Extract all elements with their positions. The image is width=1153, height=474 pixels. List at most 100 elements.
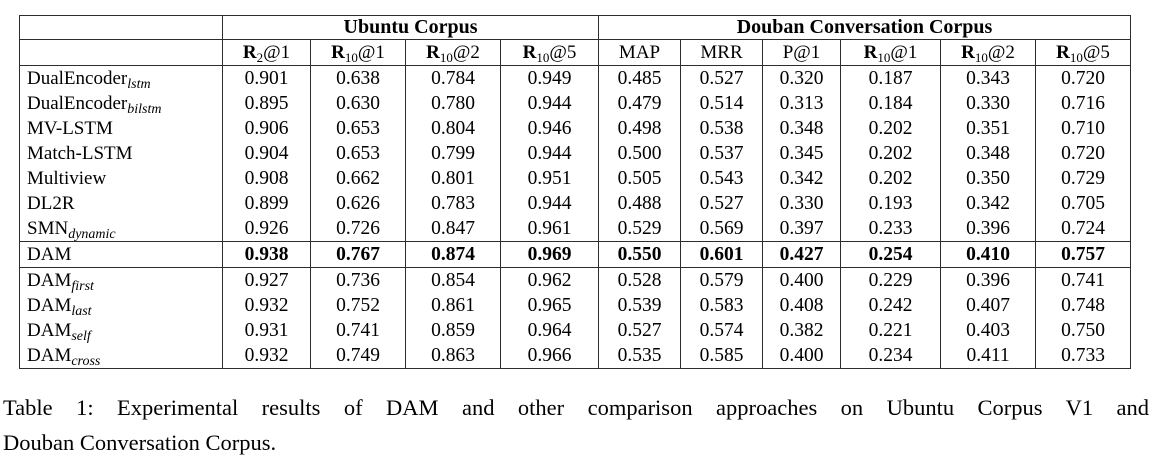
model-subscript: cross	[71, 353, 101, 369]
metric-value-cell: 0.854	[405, 267, 501, 293]
metric-value-cell: 0.527	[680, 65, 764, 91]
model-name-cell: Match-LSTM	[19, 141, 223, 166]
table-row: Multiview 0.908 0.662 0.801 0.951 0.505 0.543 0…	[19, 166, 1132, 191]
model-name-cell: SMNdynamic	[19, 216, 223, 242]
metric-value-cell: 0.396	[940, 267, 1037, 293]
model-name-cell: DualEncoderlstm	[19, 65, 223, 91]
model-name-cell: DAM	[19, 241, 223, 268]
metric-value-cell: 0.757	[1035, 241, 1132, 268]
metric-value-cell: 0.202	[840, 166, 942, 191]
metric-value-cell: 0.799	[405, 141, 501, 166]
metric-value-cell: 0.320	[762, 65, 842, 91]
model-name: MV-LSTM	[27, 117, 113, 139]
model-name: DAM	[27, 319, 72, 341]
metric-name: MRR	[700, 41, 743, 63]
metric-header-cell: P@1	[762, 39, 842, 66]
metric-value-cell: 0.951	[499, 166, 600, 191]
metric-value-cell: 0.749	[310, 343, 406, 369]
metric-header-cell: R10@1	[840, 39, 942, 66]
model-name: DAM	[27, 243, 72, 265]
metric-subscript: 2	[256, 49, 264, 65]
table-row: DAMcross 0.932 0.749 0.863 0.966 0.535 0.585 0.…	[19, 343, 1132, 369]
metric-value-cell: 0.543	[680, 166, 764, 191]
model-name-cell: DAMfirst	[19, 267, 223, 293]
metric-value-cell: 0.313	[762, 91, 842, 116]
model-name: DAM	[27, 269, 72, 291]
metric-suffix: @1	[263, 41, 291, 63]
metric-suffix: @1	[890, 41, 918, 63]
empty-corner-cell	[19, 15, 223, 40]
table-row: DAMself 0.931 0.741 0.859 0.964 0.527 0.574 0.3…	[19, 318, 1132, 343]
metric-name: R	[1056, 41, 1070, 63]
metric-value-cell: 0.784	[405, 65, 501, 91]
table-body: DualEncoderlstm 0.901 0.638 0.784 0.949 0.485…	[19, 65, 1132, 369]
table-row: Match-LSTM 0.904 0.653 0.799 0.944 0.500 0.537…	[19, 141, 1132, 166]
table-row: DAMfirst 0.927 0.736 0.854 0.962 0.528 0.579 0.…	[19, 267, 1132, 293]
metric-value-cell: 0.585	[680, 343, 764, 369]
metric-value-cell: 0.741	[1035, 267, 1132, 293]
model-name-cell: DualEncoderbilstm	[19, 91, 223, 116]
metric-header-row: R2@1 R10@1 R10@2 R10@5 MAP MRR P@1 R10@1 R10@2 R1…	[19, 39, 1132, 66]
douban-corpus-header: Douban Conversation Corpus	[598, 15, 1132, 40]
ubuntu-corpus-header: Ubuntu Corpus	[221, 15, 600, 40]
metric-value-cell: 0.895	[222, 91, 311, 116]
metric-subscript: 10	[344, 49, 358, 65]
metric-value-cell: 0.400	[762, 267, 842, 293]
metric-value-cell: 0.863	[405, 343, 501, 369]
corpus-header-row: Ubuntu Corpus Douban Conversation Corpus	[19, 15, 1132, 40]
metric-subscript: 10	[439, 49, 453, 65]
model-name: DualEncoder	[27, 92, 128, 114]
metric-value-cell: 0.187	[840, 65, 942, 91]
metric-value-cell: 0.804	[405, 116, 501, 141]
metric-value-cell: 0.638	[310, 65, 406, 91]
metric-header-cell: R10@2	[405, 39, 501, 66]
metric-value-cell: 0.946	[499, 116, 600, 141]
metric-value-cell: 0.330	[762, 191, 842, 216]
metric-value-cell: 0.350	[940, 166, 1037, 191]
metric-value-cell: 0.569	[680, 216, 764, 242]
metric-header-cell: R10@2	[940, 39, 1037, 66]
metric-value-cell: 0.229	[840, 267, 942, 293]
metric-value-cell: 0.944	[499, 91, 600, 116]
metric-value-cell: 0.801	[405, 166, 501, 191]
metric-value-cell: 0.938	[222, 241, 311, 268]
metric-value-cell: 0.485	[598, 65, 682, 91]
table-row: DL2R 0.899 0.626 0.783 0.944 0.488 0.527 0.330 0…	[19, 191, 1132, 216]
metric-value-cell: 0.583	[680, 293, 764, 318]
metric-name: R	[242, 41, 257, 63]
metric-header-cell: MRR	[680, 39, 764, 66]
metric-value-cell: 0.407	[940, 293, 1037, 318]
metric-value-cell: 0.550	[598, 241, 682, 268]
metric-value-cell: 0.720	[1035, 65, 1132, 91]
metric-value-cell: 0.345	[762, 141, 842, 166]
metric-value-cell: 0.396	[940, 216, 1037, 242]
metric-value-cell: 0.242	[840, 293, 942, 318]
results-table: Ubuntu Corpus Douban Conversation Corpus…	[19, 15, 1132, 369]
metric-value-cell: 0.724	[1035, 216, 1132, 242]
metric-name: R	[426, 41, 440, 63]
metric-value-cell: 0.949	[499, 65, 600, 91]
metric-value-cell: 0.221	[840, 318, 942, 343]
metric-value-cell: 0.348	[940, 141, 1037, 166]
metric-name: P@1	[782, 41, 821, 63]
model-name: DAM	[27, 344, 72, 366]
metric-value-cell: 0.330	[940, 91, 1037, 116]
metric-value-cell: 0.233	[840, 216, 942, 242]
metric-value-cell: 0.874	[405, 241, 501, 268]
metric-value-cell: 0.906	[222, 116, 311, 141]
metric-value-cell: 0.859	[405, 318, 501, 343]
metric-suffix: @2	[987, 41, 1015, 63]
metric-value-cell: 0.202	[840, 116, 942, 141]
metric-header-cell: R10@1	[310, 39, 406, 66]
metric-value-cell: 0.966	[499, 343, 600, 369]
metric-value-cell: 0.752	[310, 293, 406, 318]
metric-value-cell: 0.408	[762, 293, 842, 318]
metric-value-cell: 0.733	[1035, 343, 1132, 369]
metric-value-cell: 0.716	[1035, 91, 1132, 116]
metric-value-cell: 0.184	[840, 91, 942, 116]
model-name-cell: DL2R	[19, 191, 223, 216]
metric-subscript: 10	[877, 49, 891, 65]
metric-suffix: @5	[549, 41, 577, 63]
caption-line-1: Table 1: Experimental results of DAM and…	[3, 395, 1149, 420]
